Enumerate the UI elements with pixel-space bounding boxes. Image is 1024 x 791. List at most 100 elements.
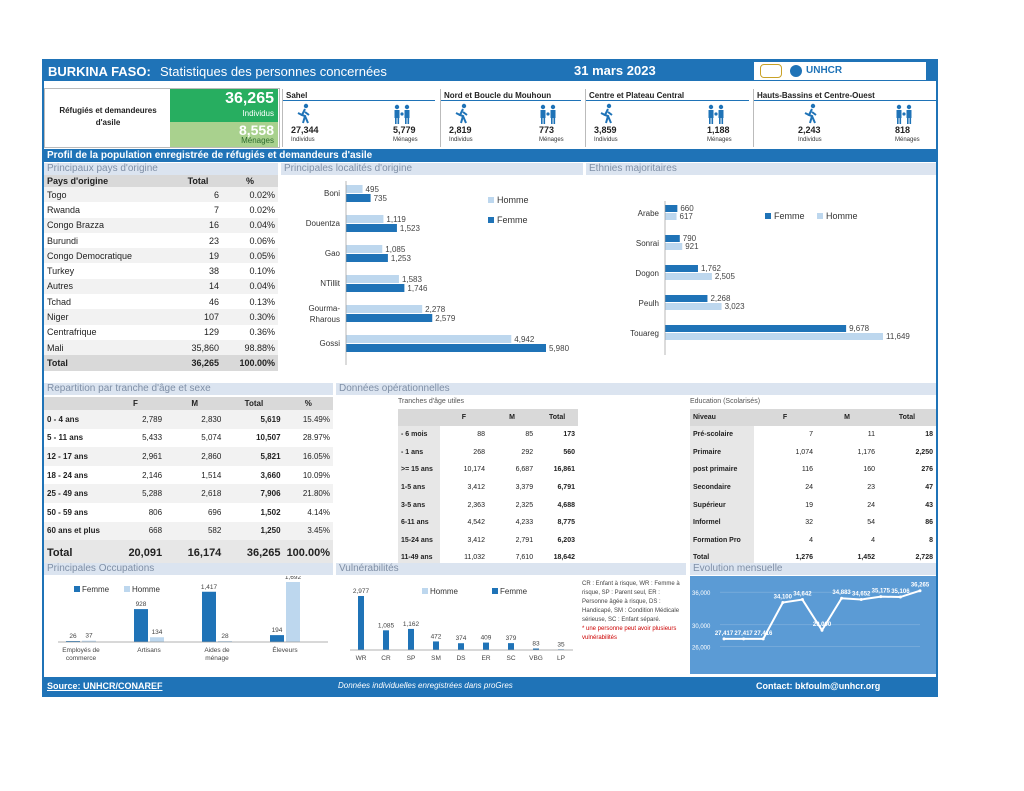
cell: 85 — [525, 431, 534, 439]
cell: 2,830 — [165, 410, 225, 429]
cell: 43 — [925, 501, 933, 509]
region-1: Nord et Boucle du Mouhoun 2,819 773 Indi… — [440, 89, 581, 147]
table-row: Primaire 1,074 1,176 2,250 — [690, 443, 936, 462]
data-label: 11,649 — [886, 332, 910, 341]
cell: 107 — [174, 309, 222, 325]
family-icon — [394, 104, 410, 124]
cell: 4.14% — [307, 507, 330, 517]
cell: 0.04% — [222, 278, 278, 295]
family-icon — [708, 104, 724, 124]
category-label: Éleveurs — [272, 645, 298, 654]
category-label: Aides de — [204, 647, 230, 654]
footer-source[interactable]: Source: UNHCR/CONAREF — [47, 681, 163, 691]
data-label: 472 — [431, 633, 442, 640]
bar — [433, 641, 439, 650]
category-label: Arabe — [638, 209, 660, 218]
vulnerabilities-chart: 2,977 WR 1,085 CR 1,162 SP 472 SM 374 DS 409 ER 379 S… — [350, 587, 573, 662]
col-header: Pays d'origine — [44, 175, 174, 187]
kpi-menages-value: 8,558 — [238, 122, 274, 138]
cell: 2,791 — [515, 536, 534, 544]
data-label: 1,119 — [386, 215, 406, 224]
cell: 2,728 — [915, 554, 933, 562]
cell: 4,233 — [515, 519, 534, 527]
col-header: M — [165, 397, 225, 410]
col-header: % — [222, 175, 278, 187]
table-row: Autres 14 0.04% — [44, 278, 278, 295]
category-label: Gossi — [320, 339, 341, 348]
table-row: Congo Democratique 19 0.05% — [44, 248, 278, 264]
cell: Total — [44, 540, 106, 567]
cell: Supérieur — [690, 496, 754, 514]
cell: Tchad — [47, 296, 72, 307]
table-header-row: F M Total — [398, 409, 578, 426]
cell: 24 — [805, 484, 813, 492]
cell: 1,176 — [857, 448, 875, 456]
cell: 5,821 — [224, 447, 284, 466]
cell: 4 — [871, 536, 875, 544]
table-header-row: Niveau F M Total — [690, 409, 936, 426]
footer-contact[interactable]: Contact: bkfoulm@unhcr.org — [756, 681, 881, 691]
cell: 1,452 — [857, 554, 875, 562]
header-title: Statistiques des personnes concernées — [160, 64, 387, 79]
tranches-title: Tranches d'âge utiles — [398, 398, 465, 405]
y-tick-label: 36,000 — [692, 591, 711, 597]
table-header-row: F M Total% — [44, 397, 333, 410]
table-row: - 6 mois 88 85 173 — [398, 426, 578, 444]
region-individus: 2,819 — [449, 125, 472, 135]
data-label: 660 — [680, 204, 694, 213]
region-individus-label: Individus — [594, 137, 618, 143]
category-label: Dogon — [635, 269, 659, 278]
data-label: 1,746 — [407, 284, 428, 293]
section-evolution: Evolution mensuelle — [690, 563, 936, 575]
table-row: Burundi 23 0.06% — [44, 233, 278, 248]
point — [898, 595, 902, 599]
data-label: 9,678 — [849, 324, 870, 333]
data-label: 1,162 — [403, 621, 420, 628]
bar — [346, 344, 546, 352]
legend-label: Femme — [500, 587, 528, 596]
cell: 0.05% — [222, 248, 278, 264]
category-label: ménage — [205, 655, 229, 662]
data-label: 35,175 — [872, 589, 891, 595]
data-label: 1,583 — [402, 275, 423, 284]
legend-swatch — [817, 213, 823, 219]
cell: 47 — [925, 484, 933, 492]
col-header: F — [439, 409, 488, 426]
cell: 560 — [563, 448, 575, 456]
table-row: Informel 32 54 86 — [690, 513, 936, 532]
data-label: 34,652 — [852, 591, 871, 597]
cell: 1-5 ans — [398, 478, 440, 497]
cell: 160 — [863, 466, 875, 474]
cell: 668 — [105, 521, 166, 541]
region-menages-label: Ménages — [895, 137, 920, 143]
data-label: 1,417 — [201, 584, 218, 591]
data-label: 374 — [456, 635, 467, 642]
region-name: Nord et Boucle du Mouhoun — [444, 91, 552, 100]
table-row: 11-49 ans 11,032 7,610 18,642 — [398, 549, 578, 567]
cell: 5,619 — [224, 410, 284, 429]
table-row: - 1 ans 268 292 560 — [398, 443, 578, 462]
cell: 806 — [148, 507, 163, 517]
cell: 98.88% — [222, 339, 278, 356]
region-name: Hauts-Bassins et Centre-Ouest — [757, 91, 875, 100]
cell: Rwanda — [47, 204, 81, 215]
vuln-note: CR : Enfant à risque, WR : Femme à risqu… — [582, 580, 686, 643]
section-localites: Principales localités d'origine — [281, 163, 583, 175]
data-label: 28 — [221, 633, 229, 640]
cell: 19 — [805, 501, 813, 509]
cell: 7,906 — [224, 484, 284, 503]
cell: 2,618 — [165, 484, 225, 503]
logo-box: UNHCR — [754, 62, 926, 80]
cell: 100.00% — [222, 355, 278, 371]
data-label: 3,023 — [725, 302, 746, 311]
cell: 5,433 — [142, 433, 163, 443]
cell: 16 — [174, 217, 222, 233]
bar — [286, 582, 300, 642]
region-menages-label: Ménages — [393, 137, 418, 143]
cell: 2,250 — [915, 448, 933, 456]
cell: Primaire — [690, 443, 754, 462]
category-label: SP — [407, 655, 416, 662]
profile-title: Profil de la population enregistrée de r… — [44, 149, 936, 162]
category-label: Employés de — [62, 647, 100, 654]
